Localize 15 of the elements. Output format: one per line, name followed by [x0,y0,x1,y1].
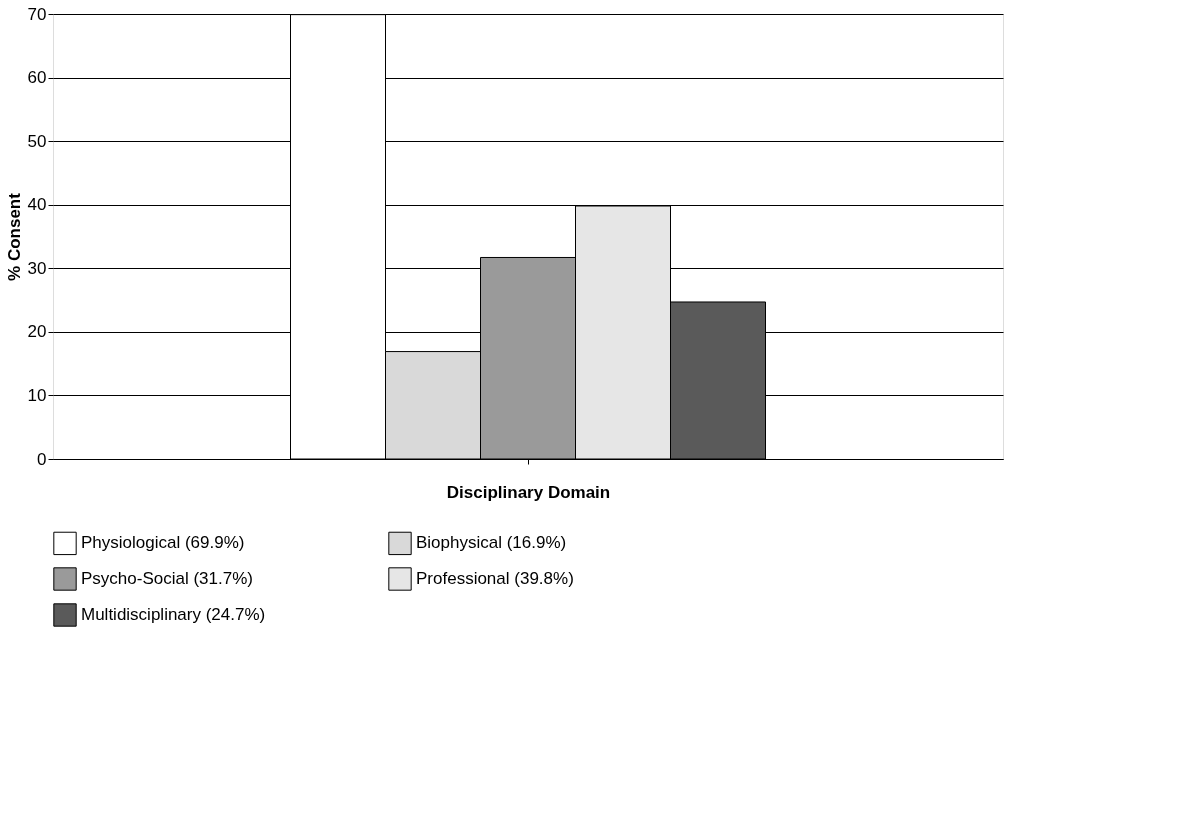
y-tick-label: 30 [27,258,47,278]
y-axis-title: % Consent [4,192,24,281]
legend-label: Psycho-Social (31.7%) [81,569,253,588]
y-tick-label: 50 [27,131,47,151]
legend-label: Biophysical (16.9%) [416,533,567,553]
legend-label: Multidisciplinary (24.7%) [81,605,266,624]
legend-label: Professional (39.8%) [416,569,574,588]
legend-label: Physiological (69.9%) [81,533,245,553]
y-tick-label: 10 [27,385,47,405]
y-tick-label: 70 [27,4,47,24]
x-axis-title: Disciplinary Domain [446,483,611,502]
y-tick-label: 60 [27,68,47,88]
y-tick-label: 20 [27,322,47,342]
y-tick-label: 0 [37,449,47,469]
y-tick-label: 40 [27,195,47,215]
